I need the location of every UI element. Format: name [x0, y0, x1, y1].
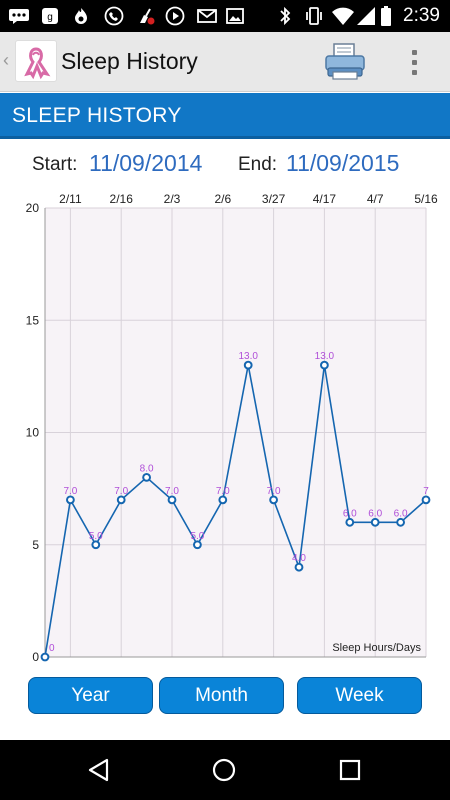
cell-signal-icon: [356, 7, 376, 25]
overflow-dot: [411, 59, 417, 65]
data-label: 7.0: [216, 486, 230, 497]
date-range: Start: 11/09/2014 End: 11/09/2015: [0, 148, 450, 180]
data-label: 7.0: [267, 486, 281, 497]
data-label: 6.0: [368, 508, 382, 519]
data-label: 5.0: [190, 531, 204, 542]
legend-label: Sleep Hours/Days: [332, 642, 421, 654]
messages-icon: [8, 7, 30, 25]
data-point: [40, 652, 50, 662]
data-point: [142, 473, 152, 482]
overflow-dot: [411, 69, 417, 75]
home-circle-icon[interactable]: [212, 758, 236, 782]
data-point: [345, 517, 355, 527]
printer-icon: [325, 43, 365, 80]
end-date-value[interactable]: 11/09/2015: [286, 150, 400, 176]
x-tick-label: 2/6: [214, 192, 231, 206]
data-point: [167, 495, 177, 505]
data-label: 4.0: [292, 553, 306, 564]
image-icon: [226, 7, 244, 25]
x-tick-label: 4/17: [313, 192, 337, 206]
y-tick-label: 20: [26, 201, 40, 215]
y-tick-label: 0: [32, 650, 39, 664]
cleaner-icon: [136, 7, 156, 25]
gallery-icon: g: [41, 7, 59, 25]
print-button[interactable]: [324, 42, 366, 82]
y-tick-label: 15: [26, 313, 40, 327]
x-tick-label: 4/7: [367, 192, 384, 206]
recents-square-icon[interactable]: [339, 759, 361, 781]
battery-icon: [380, 6, 392, 26]
data-label: 7.0: [63, 486, 77, 497]
x-tick-label: 5/16: [414, 192, 438, 206]
phone-icon: [104, 6, 124, 26]
month-button[interactable]: Month: [159, 677, 284, 714]
start-date-value[interactable]: 11/09/2014: [89, 150, 203, 176]
status-bar: g 2:39: [0, 0, 450, 32]
app-bar: ‹ Sleep History: [0, 32, 450, 92]
x-tick-label: 3/27: [262, 192, 286, 206]
status-time: 2:39: [403, 5, 440, 26]
x-tick-label: 2/16: [110, 192, 134, 206]
back-triangle-icon[interactable]: [87, 758, 111, 782]
data-label: 0: [49, 643, 55, 654]
x-tick-label: 2/3: [164, 192, 181, 206]
play-icon: [165, 6, 185, 26]
y-tick-label: 10: [26, 426, 40, 440]
mail-icon: [197, 7, 217, 25]
data-label: 13.0: [315, 351, 335, 362]
app-title: Sleep History: [61, 48, 198, 74]
data-point: [218, 495, 228, 505]
x-tick-label: 2/11: [59, 192, 82, 206]
data-label: 7: [423, 486, 429, 497]
data-point: [193, 540, 202, 550]
data-point: [66, 495, 75, 505]
data-point: [294, 562, 304, 572]
year-button[interactable]: Year: [28, 677, 153, 714]
data-point: [320, 360, 329, 370]
data-point: [370, 517, 380, 527]
overflow-menu-button[interactable]: [404, 44, 424, 80]
data-label: 7.0: [165, 486, 179, 497]
week-button[interactable]: Week: [297, 677, 422, 714]
data-point: [421, 495, 431, 505]
data-label: 13.0: [238, 351, 258, 362]
data-label: 7.0: [114, 486, 128, 497]
data-point: [116, 495, 126, 505]
vibrate-icon: [304, 7, 324, 25]
start-label: Start:: [32, 154, 78, 175]
data-label: 8.0: [140, 463, 154, 474]
data-label: 6.0: [394, 508, 408, 519]
series-line: [44, 365, 427, 658]
data-point: [243, 360, 253, 370]
wifi-icon: [331, 7, 355, 25]
ribbon-icon: [24, 47, 51, 80]
svg-text:g: g: [47, 12, 53, 23]
data-point: [269, 495, 279, 505]
data-label: 5.0: [89, 531, 103, 542]
section-header: SLEEP HISTORY: [0, 93, 450, 139]
end-label: End:: [238, 154, 278, 175]
overflow-dot: [411, 49, 417, 55]
y-tick-label: 5: [32, 538, 39, 552]
bluetooth-icon: [278, 6, 292, 26]
app-logo[interactable]: [15, 40, 57, 82]
data-label: 6.0: [343, 508, 357, 519]
data-point: [396, 517, 406, 527]
section-title: SLEEP HISTORY: [12, 104, 182, 127]
data-point: [91, 540, 101, 550]
navigation-bar: [0, 740, 450, 800]
back-chevron-icon[interactable]: ‹: [3, 50, 9, 70]
sleep-history-chart: 0 5 10 15 20 2/11 2/16 2/3 2/6 3/27 4/17 4/7 5/16 0 7.…: [26, 192, 438, 664]
flame-icon: [73, 7, 89, 25]
